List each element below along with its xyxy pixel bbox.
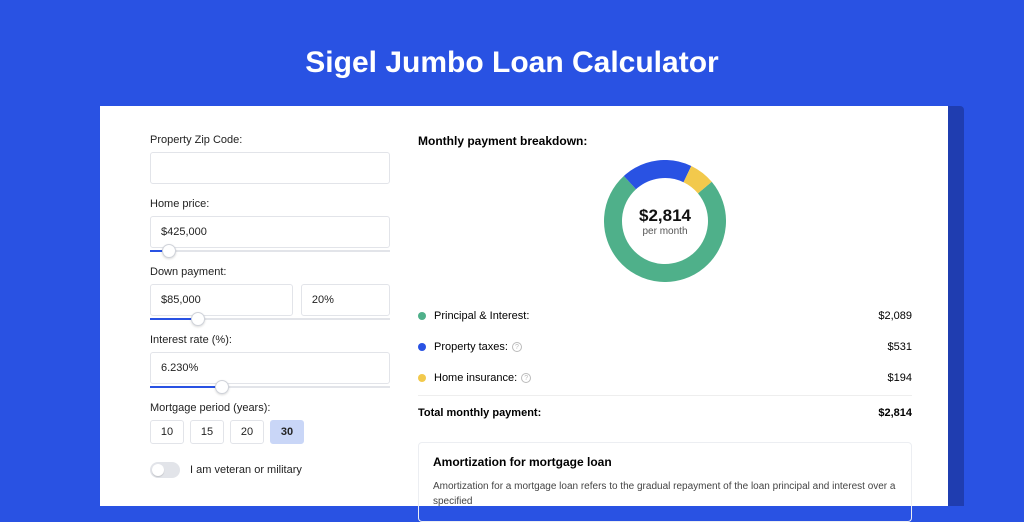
donut-chart-wrap: $2,814 per month: [418, 160, 912, 282]
mortgage-period-label: Mortgage period (years):: [150, 402, 390, 414]
legend-amount: $531: [888, 341, 912, 353]
legend-dot: [418, 312, 426, 320]
legend-total-row: Total monthly payment:$2,814: [418, 395, 912, 428]
down-payment-input[interactable]: [150, 284, 293, 316]
legend-row: Property taxes:?$531: [418, 331, 912, 362]
calculator-card: Property Zip Code: Home price: Down paym…: [100, 106, 948, 506]
legend-amount: $194: [888, 372, 912, 384]
info-icon[interactable]: ?: [521, 373, 531, 383]
home-price-input[interactable]: [150, 216, 390, 248]
legend-total-amount: $2,814: [878, 407, 912, 419]
legend-label: Home insurance:?: [434, 372, 888, 384]
mortgage-period-option-15[interactable]: 15: [190, 420, 224, 444]
mortgage-period-option-10[interactable]: 10: [150, 420, 184, 444]
donut-sub: per month: [642, 226, 687, 237]
down-payment-label: Down payment:: [150, 266, 390, 278]
legend-dot: [418, 343, 426, 351]
amortization-box: Amortization for mortgage loan Amortizat…: [418, 442, 912, 522]
veteran-label: I am veteran or military: [190, 464, 302, 476]
mortgage-period-option-30[interactable]: 30: [270, 420, 304, 444]
zip-input[interactable]: [150, 152, 390, 184]
veteran-row: I am veteran or military: [150, 462, 390, 478]
legend-row: Home insurance:?$194: [418, 362, 912, 393]
donut-amount: $2,814: [639, 206, 691, 226]
zip-label: Property Zip Code:: [150, 134, 390, 146]
interest-rate-label: Interest rate (%):: [150, 334, 390, 346]
home-price-slider[interactable]: [150, 250, 390, 252]
zip-field: Property Zip Code:: [150, 134, 390, 184]
home-price-field: Home price:: [150, 198, 390, 252]
breakdown-title: Monthly payment breakdown:: [418, 134, 912, 148]
amortization-title: Amortization for mortgage loan: [433, 455, 897, 469]
amortization-text: Amortization for a mortgage loan refers …: [433, 479, 897, 509]
toggle-knob: [152, 464, 164, 476]
veteran-toggle[interactable]: [150, 462, 180, 478]
down-payment-field: Down payment:: [150, 266, 390, 320]
donut-chart: $2,814 per month: [604, 160, 726, 282]
breakdown-legend: Principal & Interest:$2,089Property taxe…: [418, 300, 912, 428]
page-title: Sigel Jumbo Loan Calculator: [0, 0, 1024, 106]
legend-label: Property taxes:?: [434, 341, 888, 353]
down-payment-pct-input[interactable]: [301, 284, 390, 316]
legend-dot: [418, 374, 426, 382]
form-column: Property Zip Code: Home price: Down paym…: [150, 134, 390, 506]
info-icon[interactable]: ?: [512, 342, 522, 352]
mortgage-period-option-20[interactable]: 20: [230, 420, 264, 444]
legend-label: Principal & Interest:: [434, 310, 878, 322]
mortgage-period-field: Mortgage period (years): 10152030: [150, 402, 390, 444]
mortgage-period-options: 10152030: [150, 420, 390, 444]
breakdown-column: Monthly payment breakdown: $2,814 per mo…: [418, 134, 912, 506]
down-payment-slider[interactable]: [150, 318, 390, 320]
legend-row: Principal & Interest:$2,089: [418, 300, 912, 331]
interest-rate-input[interactable]: [150, 352, 390, 384]
interest-rate-slider[interactable]: [150, 386, 390, 388]
donut-center: $2,814 per month: [604, 160, 726, 282]
legend-amount: $2,089: [878, 310, 912, 322]
legend-total-label: Total monthly payment:: [418, 407, 878, 419]
interest-rate-field: Interest rate (%):: [150, 334, 390, 388]
card-shadow: Property Zip Code: Home price: Down paym…: [100, 106, 964, 506]
home-price-label: Home price:: [150, 198, 390, 210]
